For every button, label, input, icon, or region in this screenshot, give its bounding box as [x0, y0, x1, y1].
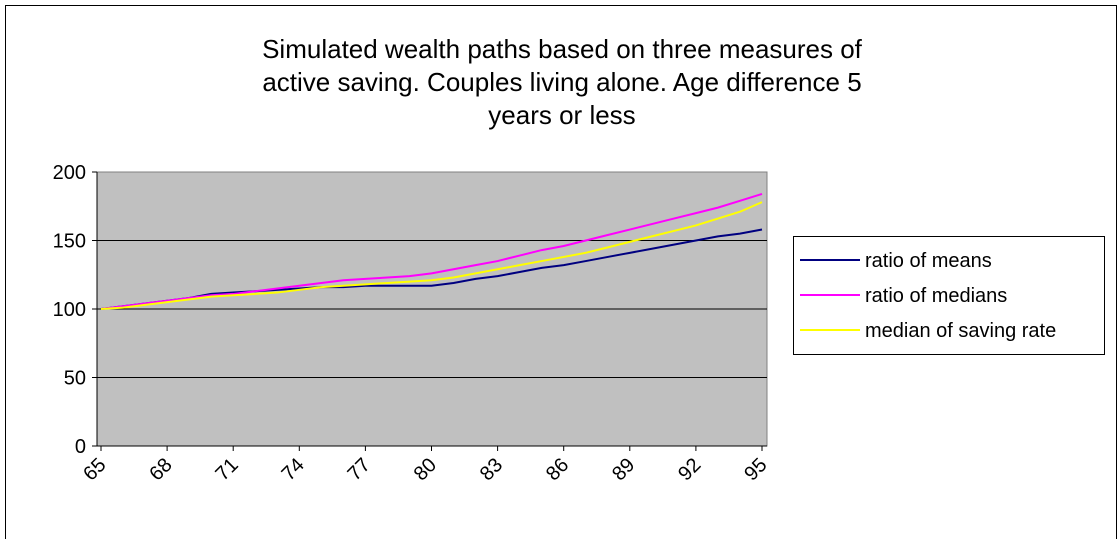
chart-title: Simulated wealth paths based on three me… — [262, 34, 863, 64]
y-tick-label: 0 — [75, 436, 86, 458]
chart-title: years or less — [488, 100, 635, 130]
chart-title: active saving. Couples living alone. Age… — [262, 67, 861, 97]
y-tick-label: 50 — [64, 368, 86, 390]
series-line — [100, 201, 763, 310]
legend-label: ratio of medians — [865, 285, 1007, 307]
y-tick-label: 100 — [53, 299, 86, 321]
legend-label: ratio of means — [865, 250, 992, 272]
legend-label: median of saving rate — [865, 320, 1056, 342]
series-line — [100, 228, 763, 310]
y-tick-label: 150 — [53, 231, 86, 253]
series-line — [100, 192, 763, 310]
y-tick-label: 200 — [53, 162, 86, 184]
